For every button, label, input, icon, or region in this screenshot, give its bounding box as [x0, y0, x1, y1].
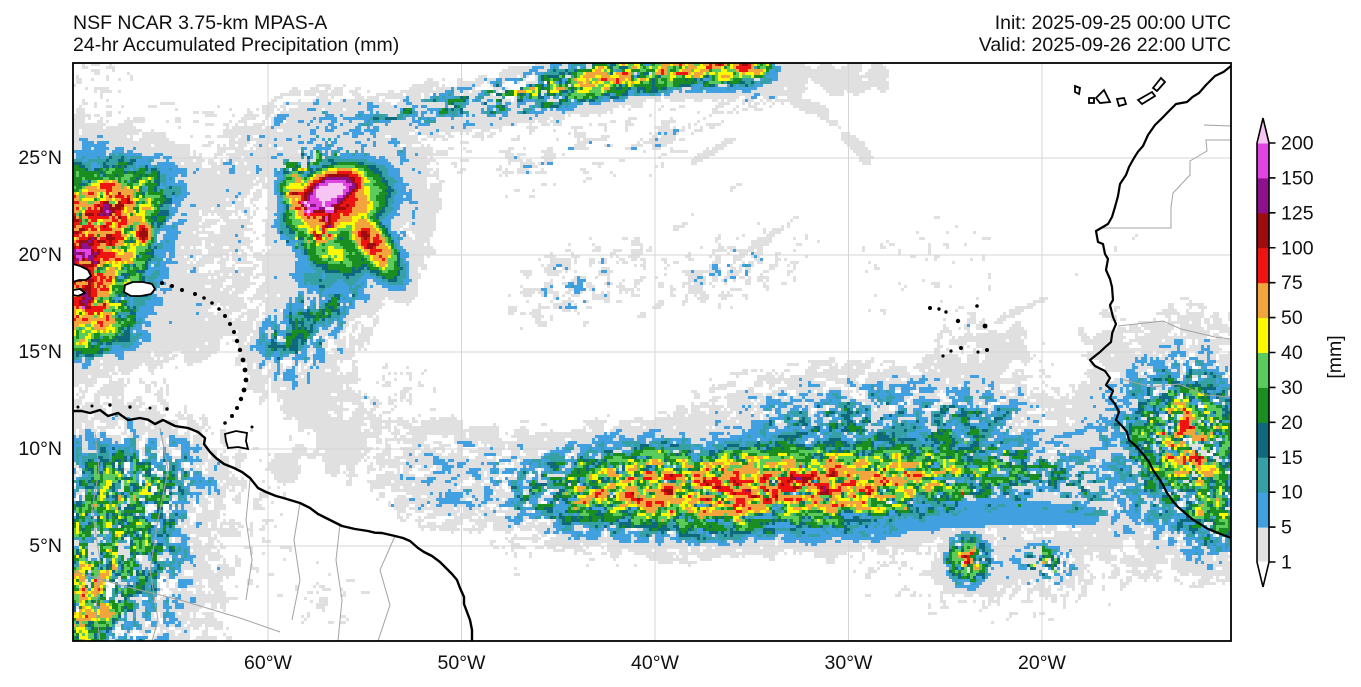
svg-text:40: 40 — [1281, 342, 1303, 364]
svg-text:100: 100 — [1281, 237, 1314, 259]
svg-text:Valid: 2025-09-26 22:00 UTC: Valid: 2025-09-26 22:00 UTC — [979, 34, 1231, 56]
svg-text:15: 15 — [1281, 447, 1303, 469]
svg-text:[mm]: [mm] — [1324, 335, 1346, 378]
svg-text:50: 50 — [1281, 307, 1303, 329]
svg-text:1: 1 — [1281, 552, 1292, 574]
svg-text:10°N: 10°N — [18, 438, 62, 460]
svg-text:200: 200 — [1281, 133, 1314, 155]
svg-text:50°W: 50°W — [438, 652, 486, 674]
svg-text:20: 20 — [1281, 412, 1303, 434]
svg-text:75: 75 — [1281, 272, 1303, 294]
svg-text:5: 5 — [1281, 517, 1292, 539]
svg-text:10: 10 — [1281, 482, 1303, 504]
svg-text:20°N: 20°N — [18, 244, 62, 266]
svg-text:30: 30 — [1281, 377, 1303, 399]
svg-text:5°N: 5°N — [29, 535, 62, 557]
svg-text:60°W: 60°W — [244, 652, 292, 674]
svg-text:30°W: 30°W — [825, 652, 873, 674]
svg-text:150: 150 — [1281, 167, 1314, 189]
svg-text:40°W: 40°W — [631, 652, 679, 674]
svg-text:24-hr Accumulated Precipitatio: 24-hr Accumulated Precipitation (mm) — [73, 34, 399, 56]
svg-text:15°N: 15°N — [18, 341, 62, 363]
svg-text:NSF NCAR 3.75-km MPAS-A: NSF NCAR 3.75-km MPAS-A — [73, 12, 327, 34]
svg-text:25°N: 25°N — [18, 147, 62, 169]
svg-text:125: 125 — [1281, 202, 1314, 224]
svg-text:20°W: 20°W — [1018, 652, 1066, 674]
svg-text:Init: 2025-09-25 00:00 UTC: Init: 2025-09-25 00:00 UTC — [995, 12, 1231, 34]
